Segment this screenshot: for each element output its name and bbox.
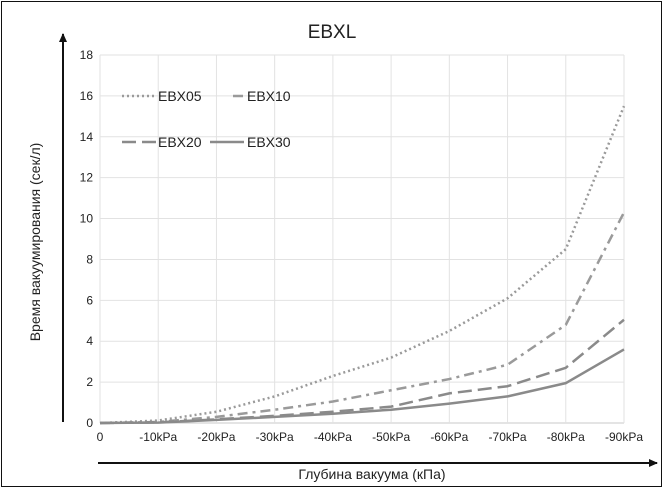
y-tick-label: 10 [80, 212, 94, 226]
x-axis-label: Глубина вакуума (кПа) [298, 466, 445, 482]
y-tick-label: 16 [80, 89, 94, 103]
legend-label-ebx30: EBX30 [247, 134, 291, 150]
y-tick-label: 12 [80, 171, 94, 185]
x-tick-label: -50kPa [372, 430, 410, 444]
tick-labels: 0 2 4 6 8 10 12 14 16 18 0 -10kPa -20kPa -30kPa -40kPa… [80, 48, 644, 444]
y-tick-label: 4 [86, 334, 93, 348]
legend: EBX05 EBX10 EBX20 EBX30 [122, 88, 291, 150]
y-tick-label: 8 [86, 252, 93, 266]
y-tick-label: 2 [86, 375, 93, 389]
x-tick-label: -90kPa [605, 430, 643, 444]
y-axis-label: Время вакуумирования (сек/л) [27, 143, 43, 342]
chart-title: EBXL [308, 22, 357, 43]
x-tick-label: -10kPa [139, 430, 177, 444]
legend-label-ebx20: EBX20 [158, 134, 202, 150]
x-tick-label: -40kPa [314, 430, 352, 444]
legend-label-ebx10: EBX10 [247, 88, 291, 104]
x-tick-label: -70kPa [489, 430, 527, 444]
x-tick-label: -20kPa [197, 430, 235, 444]
x-tick-label: -30kPa [256, 430, 294, 444]
legend-label-ebx05: EBX05 [158, 88, 202, 104]
y-tick-label: 0 [86, 416, 93, 430]
y-tick-label: 14 [80, 130, 94, 144]
grid [99, 54, 625, 424]
series-lines [99, 105, 626, 425]
series-line-ebx10 [99, 211, 626, 425]
series-line-ebx30 [99, 348, 625, 425]
x-tick-label: -60kPa [430, 430, 468, 444]
series-line-ebx20 [99, 318, 625, 425]
x-tick-label: -80kPa [547, 430, 585, 444]
y-tick-label: 6 [86, 293, 93, 307]
x-tick-label: 0 [97, 430, 104, 444]
y-tick-label: 18 [80, 48, 94, 62]
